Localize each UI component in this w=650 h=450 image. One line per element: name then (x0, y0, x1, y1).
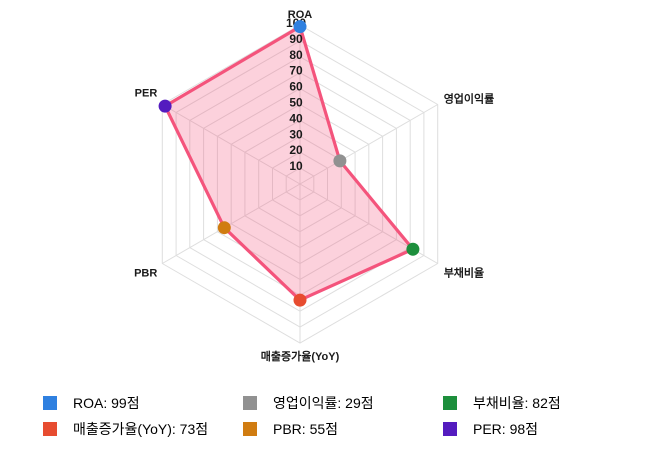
legend-label: 부채비율: 82점 (473, 395, 561, 411)
legend: ROA: 99점 영업이익률: 29점 부채비율: 82점 매출증가율(YoY)… (0, 382, 650, 442)
legend-label: ROA: 99점 (73, 395, 140, 411)
axis-label-3: 매출증가율(YoY) (261, 349, 340, 363)
data-point-2[interactable] (406, 242, 420, 256)
tick-label: 40 (289, 111, 303, 125)
legend-label: PER: 98점 (473, 421, 539, 437)
tick-label: 90 (289, 32, 303, 46)
legend-label: PBR: 55점 (273, 421, 339, 437)
axis-label-5: PER (135, 88, 158, 100)
legend-item-revenue-growth: 매출증가율(YoY): 73점 (43, 416, 243, 442)
legend-swatch (243, 422, 257, 436)
legend-label: 영업이익률: 29점 (273, 395, 374, 411)
axis-spoke (162, 104, 301, 185)
tick-label: 80 (289, 48, 303, 62)
legend-swatch (443, 422, 457, 436)
chart-area: 102030405060708090100ROA영업이익률부채비율매출증가율(Y… (134, 9, 495, 363)
data-point-1[interactable] (333, 154, 347, 168)
legend-item-pbr: PBR: 55점 (243, 416, 443, 442)
legend-swatch (243, 396, 257, 410)
legend-item-roa: ROA: 99점 (43, 390, 243, 416)
tick-label: 50 (289, 96, 303, 110)
data-point-4[interactable] (217, 221, 231, 235)
tick-label: 20 (289, 143, 303, 157)
data-point-5[interactable] (158, 99, 172, 113)
tick-label: 10 (289, 159, 303, 173)
tick-label: 30 (289, 127, 303, 141)
legend-item-operating-margin: 영업이익률: 29점 (243, 390, 443, 416)
legend-item-per: PER: 98점 (443, 416, 643, 442)
axis-label-4: PBR (134, 268, 157, 280)
axis-label-0: ROA (288, 9, 313, 21)
tick-label: 70 (289, 64, 303, 78)
legend-swatch (43, 422, 57, 436)
axis-spoke (299, 104, 438, 185)
legend-label: 매출증가율(YoY): 73점 (73, 421, 209, 437)
radar-chart: 102030405060708090100ROA영업이익률부채비율매출증가율(Y… (134, 9, 495, 363)
legend-swatch (443, 396, 457, 410)
data-point-3[interactable] (293, 293, 307, 307)
data-point-0[interactable] (293, 20, 307, 34)
legend-item-debt-ratio: 부채비율: 82점 (443, 390, 643, 416)
axis-label-2: 부채비율 (444, 266, 484, 280)
tick-label: 60 (289, 80, 303, 94)
axis-spoke (162, 183, 301, 264)
legend-swatch (43, 396, 57, 410)
axis-label-1: 영업이익률 (444, 92, 495, 106)
